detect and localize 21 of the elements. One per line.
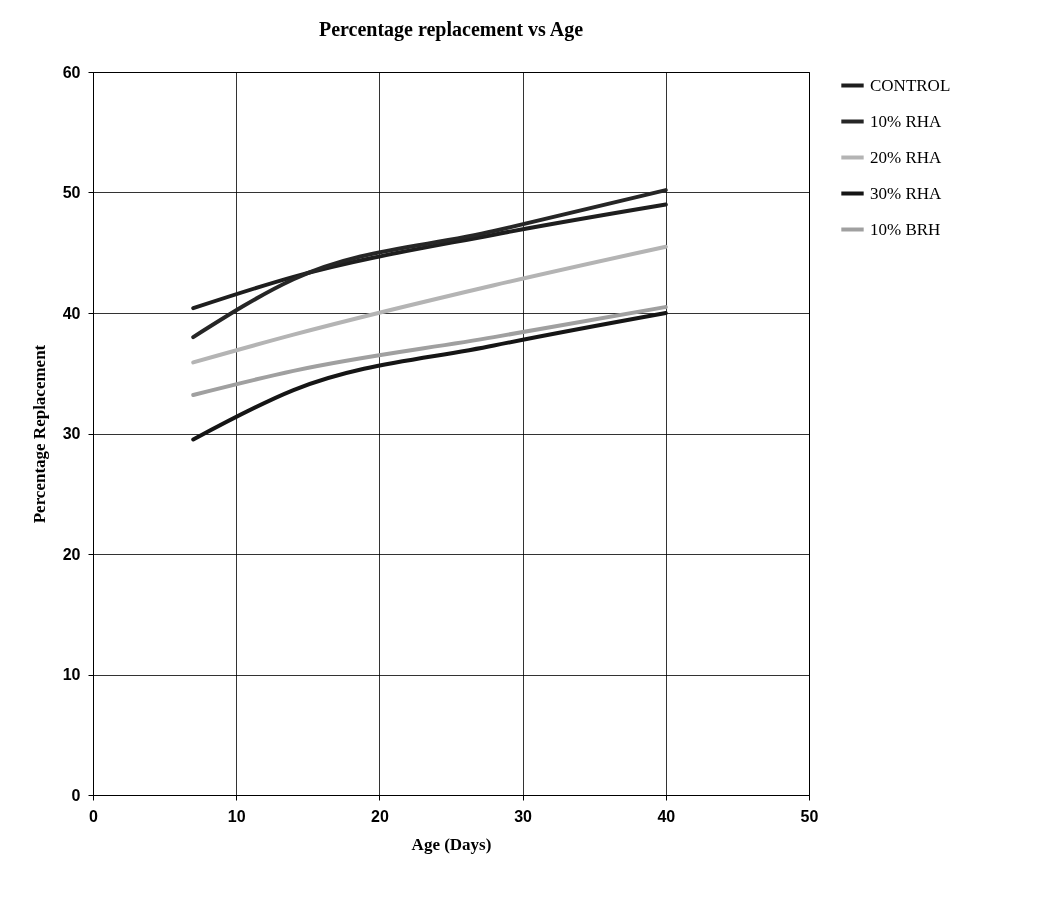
y-tick-label: 20 <box>62 545 81 563</box>
x-tick-label: 0 <box>89 807 99 825</box>
x-tick-label: 50 <box>800 807 819 825</box>
y-tick-label: 0 <box>71 786 81 804</box>
legend-label: 10% RHA <box>870 111 943 131</box>
x-tick-label: 20 <box>371 807 389 825</box>
legend-label: CONTROL <box>870 75 951 95</box>
y-tick-label: 60 <box>62 63 81 81</box>
chart-title: Percentage replacement vs Age <box>318 18 584 41</box>
legend-label: 20% RHA <box>870 147 943 167</box>
y-tick-label: 10 <box>62 666 81 683</box>
x-tick-label: 40 <box>657 807 676 825</box>
y-tick-label: 40 <box>62 304 81 322</box>
x-tick-label: 30 <box>514 807 533 825</box>
legend-label: 30% RHA <box>870 183 943 203</box>
x-axis-title: Age (Days) <box>411 834 492 854</box>
x-tick-label: 10 <box>227 807 246 825</box>
legend-label: 10% BRH <box>870 219 941 239</box>
y-axis-title: Percentage Replacement <box>29 344 49 524</box>
y-tick-label: 50 <box>62 184 81 201</box>
y-tick-label: 30 <box>62 425 81 442</box>
